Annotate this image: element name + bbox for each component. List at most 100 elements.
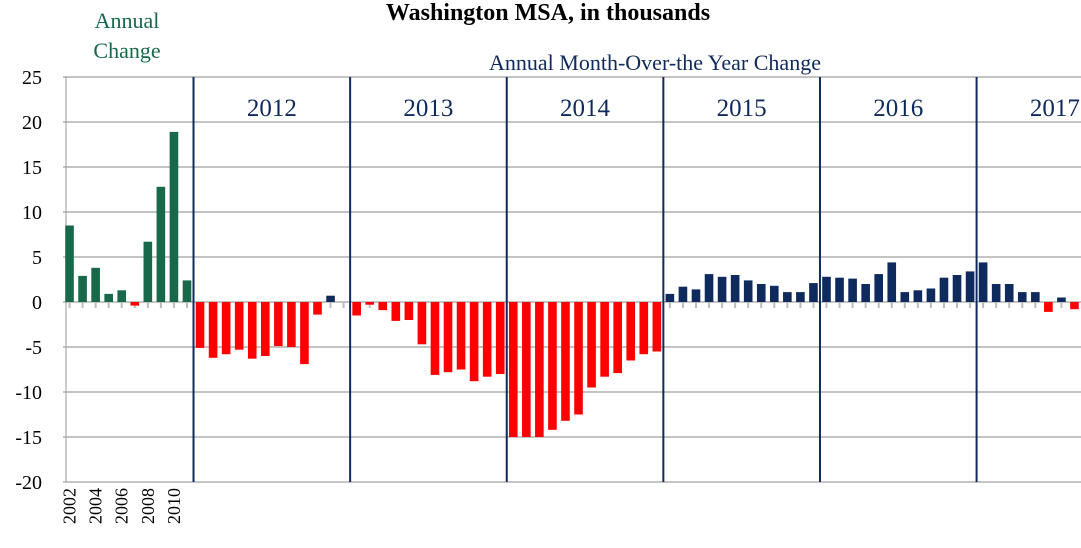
bar	[247, 302, 257, 359]
bar	[469, 302, 479, 382]
bar	[156, 186, 166, 302]
year-label: 2016	[873, 95, 923, 122]
bar	[717, 276, 727, 302]
bar	[443, 302, 453, 373]
bar	[430, 302, 440, 375]
bar	[678, 286, 688, 302]
bar	[874, 274, 884, 302]
bar	[352, 302, 361, 316]
bar	[508, 302, 518, 437]
bar	[143, 241, 153, 302]
bar	[1017, 292, 1027, 302]
bar	[1044, 302, 1053, 312]
bar	[221, 302, 231, 355]
bar	[978, 262, 988, 302]
y-tick-label: 15	[22, 157, 42, 179]
bar	[861, 284, 870, 302]
y-tick-label: -5	[25, 337, 42, 359]
bar	[260, 302, 270, 356]
bar	[952, 275, 962, 302]
bar	[600, 302, 609, 377]
bar	[965, 271, 975, 302]
y-tick-label: 5	[32, 247, 42, 269]
bar	[208, 302, 218, 358]
y-tick-label: 20	[22, 112, 42, 134]
bar	[287, 302, 296, 347]
x-tick-label: 2002	[60, 488, 80, 524]
bar	[1031, 292, 1040, 302]
bar	[195, 302, 205, 348]
bar	[274, 302, 283, 347]
bar	[378, 302, 388, 311]
bar	[313, 302, 322, 315]
bar	[756, 284, 766, 302]
chart-title: Washington MSA, in thousands	[386, 0, 710, 26]
bar	[417, 302, 427, 345]
bar	[900, 292, 910, 302]
bar	[809, 283, 818, 302]
bar	[835, 277, 844, 302]
bar	[1057, 297, 1066, 302]
bar	[91, 267, 100, 302]
bar	[326, 295, 335, 302]
bar	[404, 302, 414, 320]
bar	[913, 290, 923, 302]
y-tick-label: 10	[22, 202, 42, 224]
bar	[391, 302, 401, 321]
y-tick-label: 25	[22, 67, 42, 89]
y-tick-label: -20	[15, 472, 42, 494]
bar	[626, 302, 636, 361]
bar	[482, 302, 492, 377]
bar	[730, 275, 740, 302]
bar	[234, 302, 244, 350]
bar	[887, 262, 897, 302]
bar	[300, 302, 309, 365]
bar	[652, 302, 662, 352]
bar	[1004, 284, 1014, 302]
bar	[691, 289, 701, 302]
bar	[587, 302, 596, 388]
y-tick-label: 0	[32, 292, 42, 314]
bar	[169, 131, 179, 302]
bar	[848, 278, 857, 302]
bar	[561, 302, 570, 421]
bar	[796, 292, 805, 302]
year-label: 2017	[1030, 95, 1080, 122]
bar	[769, 285, 779, 302]
year-label: 2015	[717, 95, 767, 122]
bar	[665, 293, 675, 302]
bar	[456, 302, 466, 370]
bar	[574, 302, 583, 415]
x-tick-label: 2006	[112, 488, 132, 524]
bar	[743, 280, 753, 302]
bar	[182, 280, 192, 302]
bar	[939, 277, 949, 302]
bar	[639, 302, 649, 355]
x-tick-label: 2008	[138, 488, 158, 524]
year-label: 2012	[247, 95, 297, 122]
bar	[65, 225, 74, 302]
bar	[704, 274, 714, 302]
bar	[926, 288, 936, 302]
bar	[495, 302, 505, 374]
bar	[104, 293, 113, 302]
bar	[822, 276, 831, 302]
x-tick-label: 2004	[86, 488, 106, 524]
series-label: Annual Month-Over-the Year Change	[489, 50, 821, 75]
y-tick-label: -15	[15, 427, 42, 449]
y-tick-label: -10	[15, 382, 42, 404]
bar	[535, 302, 544, 437]
bar	[613, 302, 622, 374]
bar	[548, 302, 557, 430]
bar	[130, 302, 140, 306]
bar	[991, 284, 1001, 302]
bar	[522, 302, 531, 437]
year-label: 2013	[403, 95, 453, 122]
bar	[1070, 302, 1079, 310]
x-tick-label: 2010	[164, 488, 184, 524]
bar	[783, 292, 792, 302]
year-label: 2014	[560, 95, 611, 122]
bar	[78, 275, 87, 302]
